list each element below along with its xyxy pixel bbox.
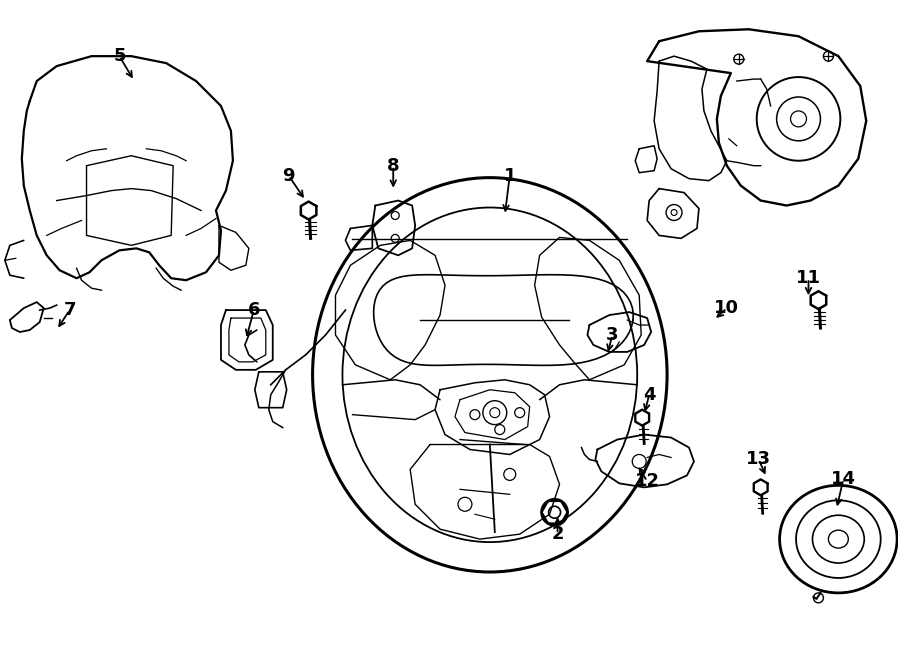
Text: 1: 1 <box>503 167 516 185</box>
Text: 13: 13 <box>746 450 771 469</box>
Text: 14: 14 <box>831 471 856 489</box>
Text: 12: 12 <box>634 473 660 491</box>
Text: 11: 11 <box>796 269 821 287</box>
Text: 3: 3 <box>606 326 618 344</box>
Text: 2: 2 <box>552 525 563 543</box>
Text: 10: 10 <box>715 299 739 317</box>
Text: 8: 8 <box>387 157 400 175</box>
Text: 4: 4 <box>643 386 655 404</box>
Text: 6: 6 <box>248 301 260 319</box>
Text: 9: 9 <box>283 167 295 185</box>
Text: 5: 5 <box>113 47 126 65</box>
Text: 7: 7 <box>63 301 76 319</box>
